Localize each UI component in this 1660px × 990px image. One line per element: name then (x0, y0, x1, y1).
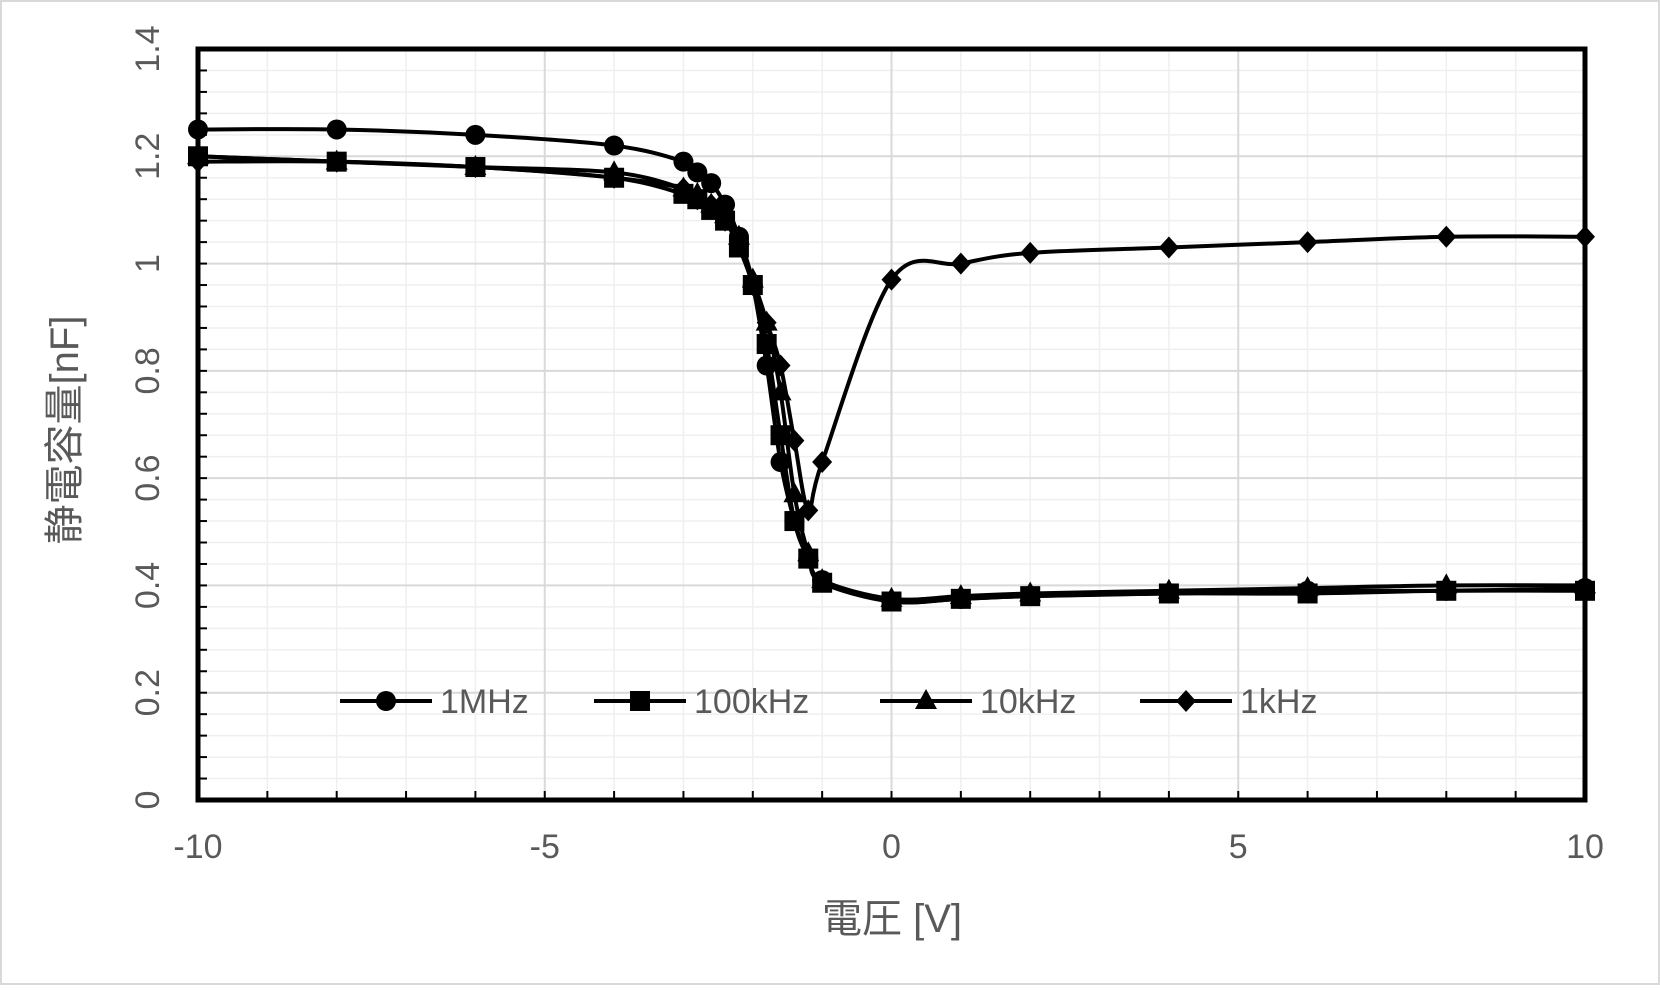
data-point-1khz (604, 166, 625, 189)
x-tick-label: 5 (1229, 828, 1248, 866)
legend-item-10khz: 10kHz (880, 683, 1076, 721)
series-layer (187, 119, 1596, 612)
y-tick-label: 0.8 (129, 347, 167, 394)
data-point-10khz (880, 586, 903, 607)
data-point-10khz (783, 482, 806, 503)
legend-label-100khz: 100kHz (694, 683, 809, 721)
y-tick-label: 1 (129, 254, 167, 273)
data-point-10khz (1435, 573, 1458, 594)
data-point-1khz (1297, 231, 1318, 254)
data-point-10khz (1157, 578, 1180, 599)
data-point-1mhz (188, 119, 208, 140)
y-tick-label: 0 (129, 791, 167, 810)
legend-item-100khz: 100kHz (594, 683, 809, 721)
data-point-1khz (756, 311, 777, 334)
x-tick-label: 10 (1566, 828, 1604, 866)
data-point-1mhz (465, 124, 486, 145)
x-tick-labels: -10 -5 0 5 10 (173, 828, 1603, 866)
data-point-1khz (770, 354, 791, 377)
data-point-1khz (950, 252, 971, 275)
y-tick-label: 0.6 (129, 455, 167, 502)
legend-label-1mhz: 1MHz (440, 683, 529, 721)
y-tick-label: 0.2 (129, 669, 167, 716)
data-point-1khz (465, 156, 486, 179)
legend-marker-10khz (915, 689, 937, 709)
y-tick-label: 1.4 (129, 25, 167, 72)
data-point-1khz (1575, 225, 1595, 248)
data-point-10khz (797, 541, 820, 562)
legend-item-1mhz: 1MHz (340, 683, 529, 721)
data-point-1mhz (604, 135, 625, 156)
x-tick-label: 0 (882, 828, 901, 866)
data-point-10khz (1019, 581, 1042, 602)
legend-label-1khz: 1kHz (1240, 683, 1317, 721)
data-point-1khz (188, 150, 208, 173)
data-point-1mhz (673, 151, 694, 172)
data-point-1khz (798, 499, 819, 522)
legend-label-10khz: 10kHz (980, 683, 1076, 721)
data-point-10khz (1296, 576, 1319, 597)
data-point-1mhz (687, 162, 708, 183)
x-tick-label: -10 (173, 828, 222, 866)
axis-ticks (198, 69, 1517, 800)
data-point-1mhz (701, 173, 722, 194)
data-point-1khz (784, 429, 805, 452)
y-tick-label: 0.4 (129, 562, 167, 609)
data-point-1khz (1020, 241, 1041, 264)
y-tick-label: 1.2 (129, 133, 167, 180)
legend-marker-1khz (1176, 690, 1196, 712)
data-point-1mhz (326, 119, 347, 140)
data-point-1khz (1436, 225, 1457, 248)
data-point-1khz (742, 274, 763, 297)
data-point-1khz (326, 150, 347, 173)
data-point-10khz (811, 568, 834, 589)
data-point-1khz (1158, 236, 1179, 259)
data-point-1khz (715, 209, 736, 232)
y-tick-labels: 0 0.2 0.4 0.6 0.8 1 1.2 1.4 (129, 25, 167, 809)
grid-major (198, 49, 1585, 800)
legend-item-1khz: 1kHz (1140, 683, 1317, 721)
legend-marker-100khz (630, 691, 650, 711)
y-axis-title: 静電容量[nF] (43, 316, 87, 545)
legend-marker-1mhz (376, 691, 396, 711)
x-axis-title: 電圧 [V] (822, 897, 962, 941)
series-1khz (188, 150, 1595, 522)
x-tick-label: -5 (530, 828, 560, 866)
data-point-10khz (949, 584, 972, 605)
data-point-1khz (812, 451, 833, 474)
data-point-1khz (701, 193, 722, 216)
data-point-1khz (728, 231, 749, 254)
data-point-10khz (1574, 573, 1596, 594)
data-point-1khz (673, 177, 694, 200)
data-point-1khz (881, 268, 902, 291)
legend: 1MHz 100kHz 10kHz 1kHz (340, 683, 1317, 721)
